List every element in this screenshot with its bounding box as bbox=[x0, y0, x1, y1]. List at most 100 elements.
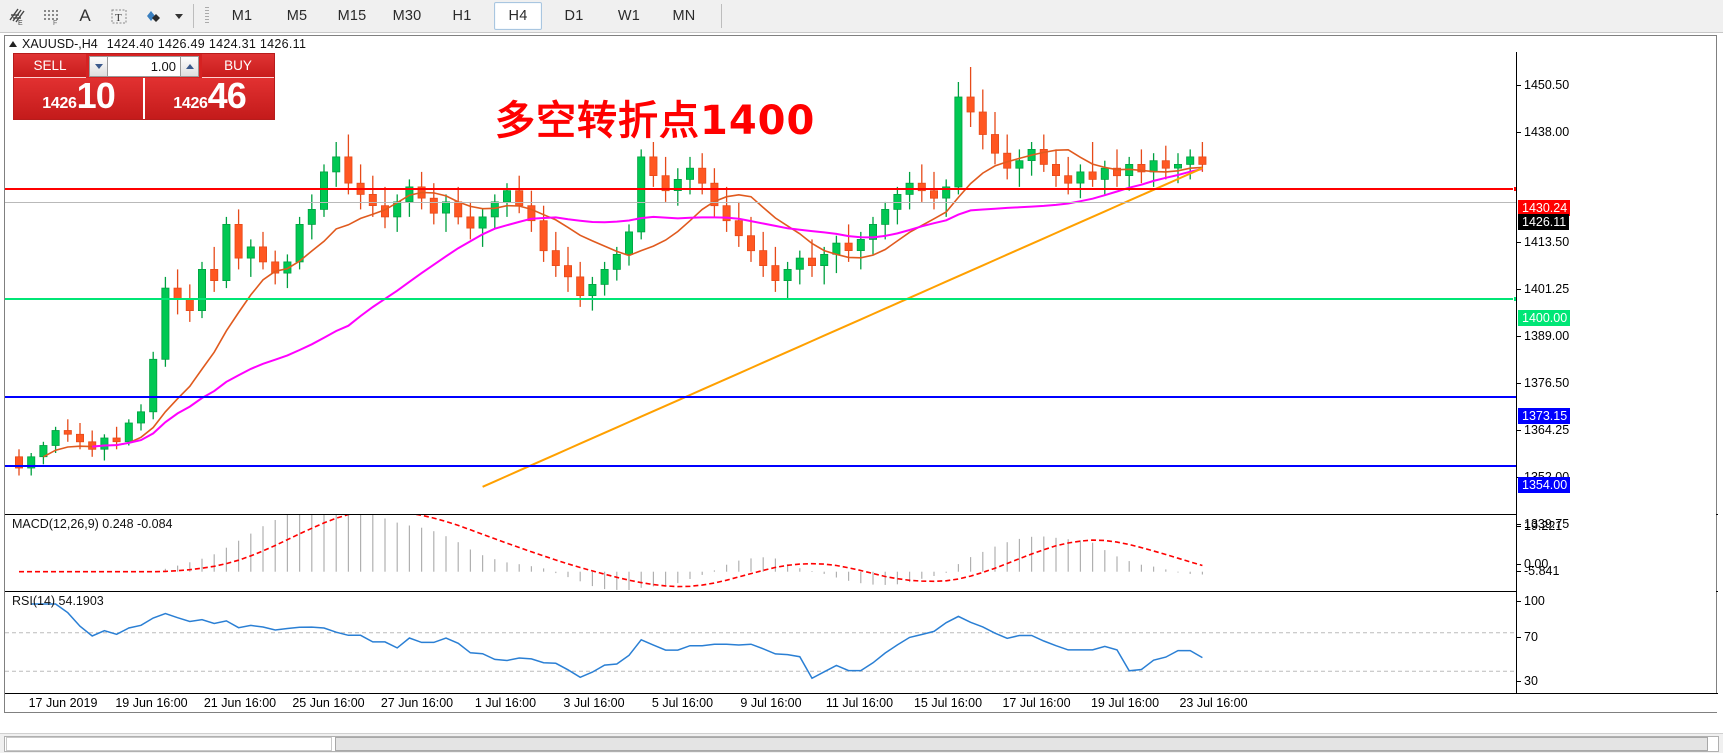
hline-pivot-1400[interactable] bbox=[5, 296, 1519, 302]
price-tag-current: 1426.11 bbox=[1518, 214, 1570, 230]
timeframe-button-m5[interactable]: M5 bbox=[286, 8, 308, 24]
time-axis-label: 11 Jul 16:00 bbox=[825, 696, 894, 710]
volume-input[interactable]: 1.00 bbox=[108, 55, 180, 77]
price-tick: 1438.00 bbox=[1517, 125, 1569, 139]
time-axis-label: 25 Jun 16:00 bbox=[292, 696, 365, 710]
macd-tick-top: 19.221 bbox=[1517, 519, 1562, 533]
svg-text:F: F bbox=[53, 20, 57, 26]
timeframe-group: M1 M5 M15 M30 H1 H4 D1 W1 MN bbox=[219, 2, 707, 30]
horizontal-scrollbar[interactable] bbox=[0, 733, 1723, 753]
hline-current-price bbox=[5, 202, 1518, 203]
grip-dots-icon bbox=[205, 7, 209, 23]
price-tick: 1401.25 bbox=[1517, 282, 1569, 296]
svg-text:E: E bbox=[18, 20, 23, 26]
objects-glyph bbox=[147, 11, 160, 22]
macd-label: MACD(12,26,9) 0.248 -0.084 bbox=[12, 517, 173, 531]
svg-text:T: T bbox=[115, 12, 122, 24]
scroll-thumb[interactable] bbox=[335, 737, 1708, 751]
macd-tick-zero: 0.00 bbox=[1517, 557, 1548, 571]
text-label-glyph: T bbox=[111, 9, 127, 24]
macd-pane: MACD(12,26,9) 0.248 -0.084 bbox=[5, 514, 1718, 590]
price-tick: 1413.50 bbox=[1517, 235, 1569, 249]
grid-icon[interactable]: F bbox=[34, 1, 68, 31]
time-axis-label: 21 Jun 16:00 bbox=[203, 696, 277, 710]
timeframe-button-mn[interactable]: MN bbox=[672, 8, 696, 24]
hline-support-1354[interactable] bbox=[5, 465, 1518, 467]
sell-price-integer: 1426 bbox=[42, 95, 77, 112]
ohlc-values: 1424.40 1426.49 1424.31 1426.11 bbox=[106, 37, 307, 51]
timeframe-button-m1[interactable]: M1 bbox=[231, 8, 253, 24]
buy-button[interactable]: BUY bbox=[202, 54, 274, 78]
rsi-plot bbox=[5, 603, 1518, 680]
volume-control: 1.00 bbox=[86, 54, 202, 78]
text-tool-icon[interactable]: A bbox=[68, 1, 102, 31]
macd-plot bbox=[19, 515, 1204, 590]
buy-price-decimal: 46 bbox=[207, 75, 247, 116]
time-axis[interactable]: 17 Jun 2019 19 Jun 16:00 21 Jun 16:00 25 Ju… bbox=[5, 693, 1718, 712]
volume-increase-button[interactable] bbox=[180, 55, 199, 77]
sell-button[interactable]: SELL bbox=[14, 54, 86, 78]
price-plot bbox=[14, 67, 1207, 488]
main-toolbar: E F A T bbox=[0, 0, 1723, 33]
time-axis-label: 19 Jun 16:00 bbox=[115, 696, 188, 710]
price-axis[interactable]: 1450.50 1438.00 1413.50 1401.25 1389.00 … bbox=[1516, 52, 1716, 711]
scroll-region-left[interactable] bbox=[6, 737, 332, 751]
volume-decrease-button[interactable] bbox=[89, 55, 108, 77]
timeframe-button-d1[interactable]: D1 bbox=[564, 8, 584, 24]
expert-advisors-icon[interactable]: E bbox=[0, 1, 34, 31]
rsi-tick-30: 30 bbox=[1517, 674, 1538, 688]
buy-price-integer: 1426 bbox=[173, 95, 208, 112]
symbol-label: XAUUSD-,H4 bbox=[22, 37, 98, 51]
price-tick: 1450.50 bbox=[1517, 78, 1569, 92]
objects-list-icon[interactable] bbox=[136, 1, 170, 31]
time-axis-label: 9 Jul 16:00 bbox=[740, 696, 802, 710]
letter-a-glyph: A bbox=[79, 6, 91, 25]
price-tick: 1376.50 bbox=[1517, 376, 1569, 390]
price-tick: 1364.25 bbox=[1517, 423, 1569, 437]
toolbar-divider-1 bbox=[193, 4, 194, 28]
grid-glyph: F bbox=[44, 10, 58, 26]
time-axis-label: 1 Jul 16:00 bbox=[474, 696, 537, 710]
buy-price-display[interactable]: 1426 46 bbox=[145, 78, 274, 119]
rsi-tick-100: 100 bbox=[1517, 594, 1545, 608]
chart-area: XAUUSD-,H4 1424.40 1426.49 1424.31 1426.… bbox=[4, 35, 1718, 713]
timeframe-button-m30[interactable]: M30 bbox=[392, 8, 422, 24]
chevron-down-icon bbox=[175, 13, 183, 19]
price-tag-support-2[interactable]: 1354.00 bbox=[1518, 477, 1571, 493]
collapse-triangle-icon[interactable] bbox=[9, 41, 17, 47]
time-axis-label: 27 Jun 16:00 bbox=[380, 696, 454, 710]
toolbar-divider-2 bbox=[721, 4, 722, 28]
price-tag-resistance[interactable]: 1430.24 bbox=[1518, 200, 1571, 216]
time-axis-label: 15 Jul 16:00 bbox=[913, 696, 983, 710]
timeframe-button-h1[interactable]: H1 bbox=[452, 8, 472, 24]
trade-panel-price-row: 1426 10 1426 46 bbox=[14, 78, 274, 119]
time-axis-label: 19 Jul 16:00 bbox=[1090, 696, 1160, 710]
price-tag-pivot[interactable]: 1400.00 bbox=[1518, 310, 1571, 326]
price-tick: 1339.75 bbox=[1517, 517, 1569, 531]
time-axis-label: 3 Jul 16:00 bbox=[563, 696, 625, 710]
time-axis-label: 17 Jul 16:00 bbox=[1002, 696, 1071, 710]
sell-price-display[interactable]: 1426 10 bbox=[14, 78, 145, 119]
timeframe-button-m15[interactable]: M15 bbox=[337, 8, 367, 24]
sell-price-decimal: 10 bbox=[76, 75, 116, 116]
hline-resistance-1430[interactable] bbox=[5, 186, 1519, 192]
text-label-icon[interactable]: T bbox=[102, 1, 136, 31]
price-pane bbox=[5, 52, 1718, 513]
time-axis-label: 17 Jun 2019 bbox=[28, 696, 98, 710]
price-tag-support-1[interactable]: 1373.15 bbox=[1518, 408, 1571, 424]
chart-title-bar: XAUUSD-,H4 1424.40 1426.49 1424.31 1426.… bbox=[5, 36, 1716, 52]
hline-support-1373[interactable] bbox=[5, 396, 1518, 398]
toolbar-grip[interactable] bbox=[201, 1, 213, 31]
rsi-pane: RSI(14) 54.1903 bbox=[5, 591, 1718, 711]
timeframe-button-h4[interactable]: H4 bbox=[494, 2, 542, 30]
objects-dropdown-arrow[interactable] bbox=[170, 1, 186, 31]
scroll-track[interactable] bbox=[4, 736, 1719, 752]
one-click-trading-panel: SELL 1.00 BUY 1426 10 1426 46 bbox=[13, 53, 275, 120]
caret-up-icon bbox=[185, 63, 194, 69]
rsi-label: RSI(14) 54.1903 bbox=[12, 594, 104, 608]
chart-annotation-text[interactable]: 多空转折点1400 bbox=[495, 98, 816, 144]
rsi-tick-70: 70 bbox=[1517, 630, 1538, 644]
timeframe-button-w1[interactable]: W1 bbox=[617, 8, 641, 24]
macd-tick-bottom: -5.841 bbox=[1517, 564, 1559, 578]
